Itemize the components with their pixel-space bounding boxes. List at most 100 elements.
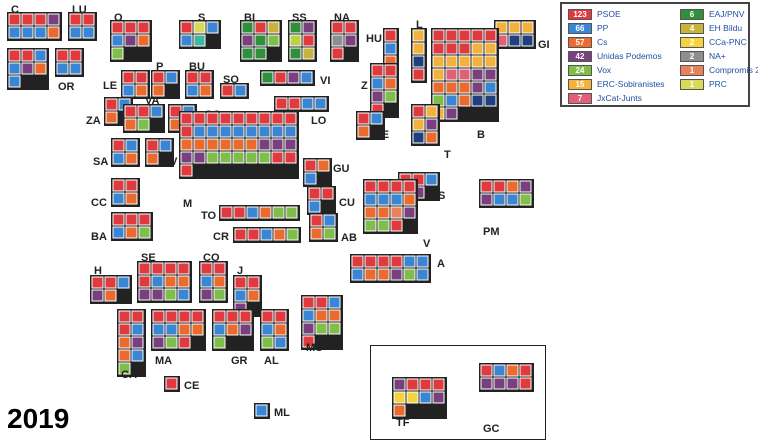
seat-psoe — [432, 378, 445, 391]
seat-pp — [151, 275, 164, 288]
seat-cs — [364, 206, 377, 219]
seat-cs — [219, 138, 232, 151]
seat-vox — [138, 226, 151, 239]
seat-psoe — [344, 21, 357, 34]
seat-pp — [384, 42, 397, 55]
seat-cs — [125, 152, 138, 165]
seat-pp — [165, 71, 178, 84]
year-label: 2019 — [7, 403, 70, 434]
province-label: T — [444, 149, 451, 161]
province-label: BI — [244, 12, 255, 24]
seat-up — [432, 391, 445, 404]
seat-pp — [484, 81, 497, 94]
seat-eaj — [254, 34, 267, 47]
province-label: GU — [333, 163, 350, 175]
legend-swatch: 6 — [680, 8, 704, 20]
province-label: ZA — [86, 115, 101, 127]
seat-pp — [493, 193, 506, 206]
seat-psoe — [390, 255, 403, 268]
seat-pp — [69, 26, 82, 39]
seat-psoe — [390, 180, 403, 193]
seat-psoe — [118, 310, 131, 323]
province-label: LO — [311, 115, 327, 127]
province-o: O — [110, 12, 152, 62]
legend-label: CCa-PNC — [709, 37, 747, 47]
seat-cs — [357, 125, 370, 138]
seat-cs — [445, 81, 458, 94]
seat-psoe — [137, 105, 150, 118]
seat-psoe — [180, 112, 193, 125]
seat-psoe — [471, 29, 484, 42]
seat-psoe — [152, 310, 165, 323]
seat-erc — [425, 105, 438, 118]
seat-erc — [484, 42, 497, 55]
seat-psoe — [331, 21, 344, 34]
seat-pp — [159, 139, 172, 152]
seat-up — [21, 62, 34, 75]
province-vi: VI — [260, 70, 330, 87]
seat-pp — [302, 309, 315, 322]
seat-psoe — [178, 336, 191, 349]
seat-cs — [118, 336, 131, 349]
seat-lime — [289, 34, 302, 47]
legend-swatch: 4 — [680, 22, 704, 34]
province-a: A — [350, 254, 445, 283]
seat-erc — [495, 21, 508, 34]
legend-item: 4 EH Bildu — [680, 22, 742, 34]
seat-up — [91, 289, 104, 302]
seat-psoe — [8, 13, 21, 26]
province-label: B — [477, 129, 485, 141]
seat-psoe — [213, 262, 226, 275]
legend-swatch: 1 — [680, 64, 704, 76]
province-label: MU — [306, 342, 323, 354]
seat-eaj — [254, 47, 267, 60]
province-label: MA — [155, 355, 172, 367]
seat-psoe — [274, 310, 287, 323]
province-label: A — [437, 258, 445, 270]
province-p: P — [151, 61, 180, 99]
province-label: VI — [320, 75, 330, 87]
seat-pp — [403, 255, 416, 268]
seat-jxcat — [445, 68, 458, 81]
seat-psoe — [165, 377, 178, 390]
seat-up — [445, 107, 458, 120]
seat-psoe — [271, 112, 284, 125]
seat-up — [493, 377, 506, 390]
seat-cs — [384, 77, 397, 90]
province-label: O — [114, 12, 123, 24]
province-label: AB — [341, 232, 357, 244]
seat-cs — [432, 81, 445, 94]
seat-vox — [232, 151, 245, 164]
seat-psoe — [226, 310, 239, 323]
province-label: OR — [58, 81, 75, 93]
seat-up — [393, 378, 406, 391]
seat-up — [506, 377, 519, 390]
seat-psoe — [151, 262, 164, 275]
seat-pp — [125, 139, 138, 152]
seat-psoe — [480, 180, 493, 193]
seat-pp — [308, 200, 321, 213]
seat-psoe — [445, 29, 458, 42]
seat-vox — [213, 288, 226, 301]
seat-up — [471, 68, 484, 81]
seat-vox — [111, 47, 124, 60]
seat-cs — [118, 349, 131, 362]
province-va: VA — [123, 95, 165, 133]
seat-psoe — [105, 98, 118, 111]
seat-erc — [412, 29, 425, 42]
legend-swatch: 2 — [680, 50, 704, 62]
province-label: Z — [361, 80, 368, 92]
seat-psoe — [432, 42, 445, 55]
seat-pp — [258, 125, 271, 138]
seat-psoe — [284, 112, 297, 125]
seat-psoe — [384, 29, 397, 42]
province-label: S — [198, 12, 205, 24]
seat-psoe — [247, 276, 260, 289]
seat-vox — [328, 322, 341, 335]
province-b: B — [431, 28, 499, 141]
legend-item: 42 Unidas Podemos — [568, 50, 662, 62]
province-gu: GU — [303, 158, 350, 187]
seat-psoe — [200, 262, 213, 275]
seat-erc — [521, 21, 534, 34]
seat-cs — [137, 34, 150, 47]
